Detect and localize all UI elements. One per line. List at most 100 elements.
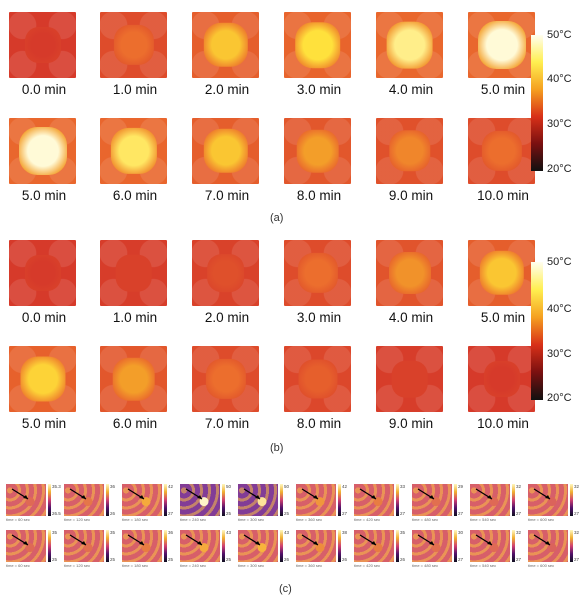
thermal-image [9, 118, 76, 184]
hot-spot [294, 22, 341, 68]
arrow-icon [69, 534, 87, 546]
thermal-strip-image [64, 530, 104, 562]
time-label: 7.0 min [204, 416, 250, 431]
thermal-strip-image [6, 484, 46, 516]
strip-colorbar-max: 32 [574, 484, 580, 489]
arrow-icon [359, 534, 377, 546]
thermal-image [100, 240, 167, 306]
thermal-strip-image [64, 484, 104, 516]
colorbar-a [531, 35, 543, 171]
thermal-frame: 2.0 min [187, 240, 267, 332]
strip-colorbar-max: 50 [226, 484, 232, 489]
time-label: 4.0 min [388, 82, 434, 97]
colorbar-a-tick: 20°C [547, 163, 572, 175]
time-label: 3.0 min [296, 310, 342, 325]
thermal-image [376, 346, 443, 412]
strip-time-label: time = 180 sec [122, 563, 149, 568]
hot-spot [391, 360, 428, 398]
arrow-icon [69, 488, 87, 500]
strip-time-label: time = 600 sec [528, 517, 555, 522]
time-label: 8.0 min [296, 416, 342, 431]
time-label: 8.0 min [296, 188, 342, 203]
strip-colorbar-min: 27 [168, 511, 174, 516]
time-label: 0.0 min [21, 82, 67, 97]
strip-colorbar-max: 43 [284, 530, 290, 535]
strip-colorbar [280, 484, 283, 516]
strip-colorbar [454, 530, 457, 562]
arrow-icon [185, 534, 203, 546]
thermal-frame: 5.0 min [4, 118, 84, 210]
thermal-strip-frame: 35.3 26.5 time = 60 sec [6, 484, 61, 524]
strip-colorbar-max: 32 [516, 530, 522, 535]
thermal-image [376, 240, 443, 306]
arrow-icon [359, 488, 377, 500]
thermal-strip-frame: 42 27 time = 180 sec [122, 484, 174, 524]
strip-colorbar [396, 530, 399, 562]
colorbar-a-tick: 40°C [547, 73, 572, 85]
colorbar-b-tick: 50°C [547, 256, 572, 268]
strip-time-label: time = 240 sec [180, 517, 207, 522]
thermal-image [100, 346, 167, 412]
strip-colorbar [280, 530, 283, 562]
arrow-icon [127, 534, 145, 546]
strip-time-label: time = 300 sec [238, 563, 265, 568]
strip-colorbar-min: 25 [226, 557, 232, 562]
strip-time-label: time = 60 sec [6, 563, 30, 568]
thermal-strip-image [238, 484, 278, 516]
strip-colorbar-min: 25 [168, 557, 174, 562]
colorbar-b-tick: 40°C [547, 303, 572, 315]
thermal-strip-frame: 35 26 time = 420 sec [354, 530, 406, 570]
thermal-strip-image [122, 530, 162, 562]
time-label: 7.0 min [204, 188, 250, 203]
colorbar-b [531, 262, 543, 400]
thermal-strip-image [412, 530, 452, 562]
thermal-frame: 5.0 min [463, 240, 543, 332]
thermal-strip-frame: 35 25 time = 60 sec [6, 530, 58, 570]
strip-colorbar [512, 484, 515, 516]
thermal-image [284, 346, 351, 412]
thermal-image [9, 240, 76, 306]
time-label: 1.0 min [112, 310, 158, 325]
strip-colorbar-max: 32 [574, 530, 580, 535]
strip-colorbar [454, 484, 457, 516]
hot-spot [20, 356, 65, 402]
strip-time-label: time = 480 sec [412, 517, 439, 522]
thermal-strip-frame: 50 25 time = 300 sec [238, 484, 290, 524]
time-label: 10.0 min [477, 188, 529, 203]
hot-spot [115, 254, 152, 292]
colorbar-b-tick: 30°C [547, 348, 572, 360]
thermal-strip-image [528, 484, 568, 516]
strip-colorbar [48, 530, 51, 562]
arrow-icon [475, 488, 493, 500]
strip-colorbar-min: 25 [226, 511, 232, 516]
thermal-strip-image [470, 484, 510, 516]
strip-time-label: time = 360 sec [296, 517, 323, 522]
strip-colorbar-min: 27 [458, 511, 464, 516]
thermal-frame: 3.0 min [279, 12, 359, 104]
arrow-icon [127, 488, 145, 500]
hot-spot [113, 24, 154, 66]
strip-colorbar-max: 35 [400, 530, 406, 535]
strip-colorbar [570, 530, 573, 562]
time-label: 3.0 min [296, 82, 342, 97]
thermal-image [192, 346, 259, 412]
arrow-icon [301, 534, 319, 546]
hot-spot [24, 27, 61, 63]
strip-colorbar-max: 42 [342, 484, 348, 489]
thermal-strip-frame: 32 27 time = 600 sec [528, 484, 580, 524]
time-label: 5.0 min [21, 416, 67, 431]
thermal-image [376, 118, 443, 184]
hot-spot [479, 250, 524, 296]
colorbar-b-tick: 20°C [547, 392, 572, 404]
thermal-strip-image [412, 484, 452, 516]
thermal-image [376, 12, 443, 78]
time-label: 10.0 min [477, 416, 529, 431]
time-label: 2.0 min [204, 310, 250, 325]
arrow-icon [301, 488, 319, 500]
time-label: 4.0 min [388, 310, 434, 325]
thermal-strip-image [180, 530, 220, 562]
time-label: 5.0 min [480, 310, 526, 325]
thermal-image [9, 12, 76, 78]
thermal-frame: 7.0 min [187, 118, 267, 210]
hot-spot [477, 21, 526, 69]
